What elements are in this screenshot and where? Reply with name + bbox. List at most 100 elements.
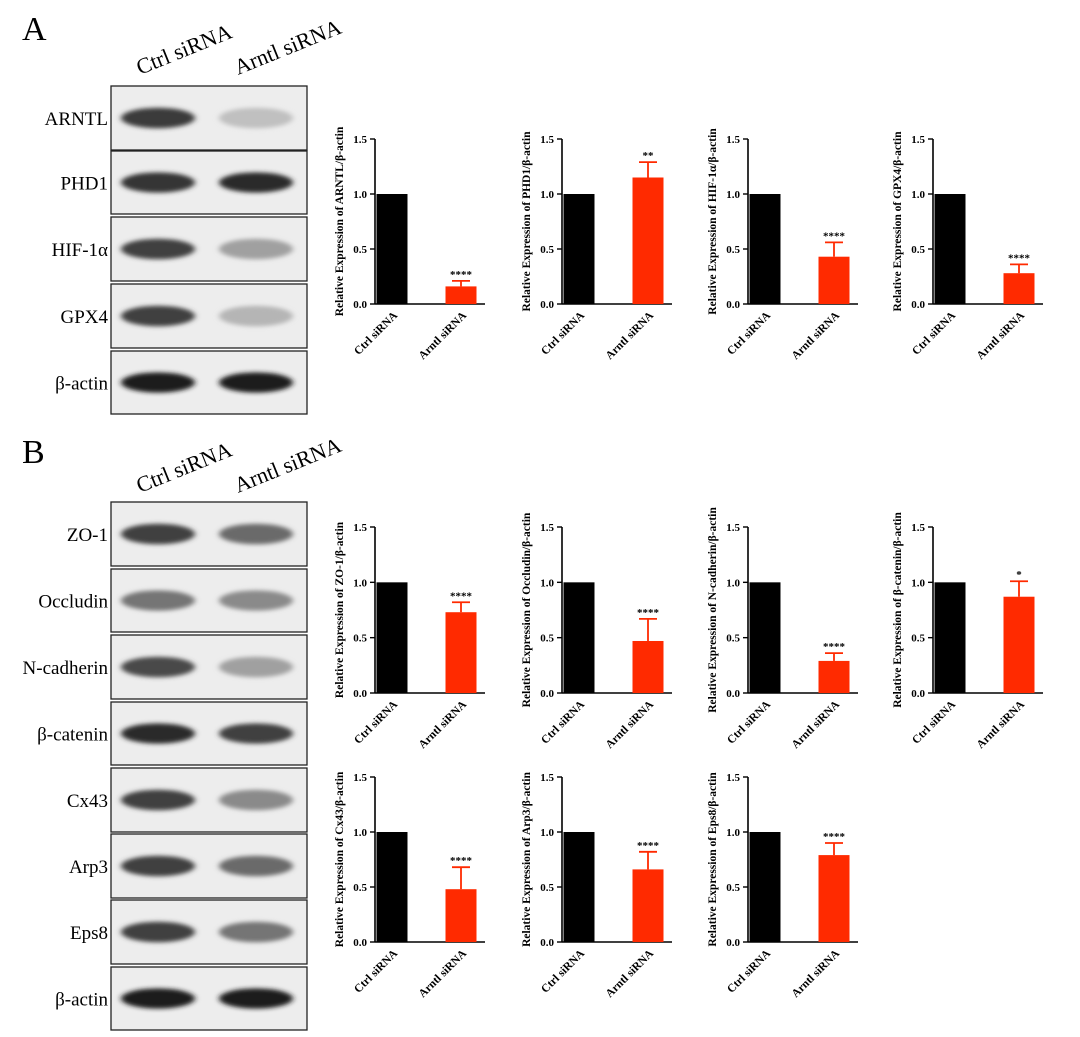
significance-label: ** xyxy=(643,150,655,162)
x-tick-label: Arntl siRNA xyxy=(790,947,843,1000)
blot-row-cx43: Cx43 xyxy=(67,767,308,833)
x-tick-label: Arntl siRNA xyxy=(604,309,657,362)
protein-label: Cx43 xyxy=(67,791,108,812)
blot-row-arntl: ARNTL xyxy=(45,85,308,151)
y-tick-label: 0.5 xyxy=(726,633,740,645)
y-tick-label: 1.0 xyxy=(540,189,554,201)
x-tick-label: Arntl siRNA xyxy=(604,947,657,1000)
lane-label: Arntl siRNA xyxy=(231,432,345,498)
protein-label: ZO-1 xyxy=(67,525,108,546)
band-lane-2 xyxy=(219,723,293,744)
band-lane-1 xyxy=(121,590,195,611)
significance-label: **** xyxy=(823,831,846,843)
panel-label: B xyxy=(22,434,45,471)
y-axis-label: Relative Expression of Cx43/β-actin xyxy=(334,771,346,947)
protein-label: ARNTL xyxy=(45,109,108,130)
panel-label: A xyxy=(22,11,47,48)
band-lane-1 xyxy=(121,789,195,811)
y-tick-label: 1.0 xyxy=(353,189,367,201)
bar-arntl-sirna xyxy=(632,640,664,693)
bar-arntl-sirna xyxy=(818,660,850,693)
y-axis-label: Relative Expression of HIF-1α/β-actin xyxy=(707,128,719,315)
protein-label: β-actin xyxy=(55,990,108,1011)
x-tick-label: Ctrl siRNA xyxy=(539,698,587,746)
bar-arntl-sirna xyxy=(445,612,477,693)
y-axis-label: Relative Expression of ZO-1/β-actin xyxy=(334,521,346,698)
lane-label: Ctrl siRNA xyxy=(133,437,236,498)
bar-arntl-sirna xyxy=(632,869,664,942)
bar-arntl-sirna xyxy=(818,855,850,942)
y-tick-label: 1.0 xyxy=(540,827,554,839)
blot-row-gpx4: GPX4 xyxy=(60,283,308,349)
significance-label: **** xyxy=(637,607,660,619)
x-tick-label: Arntl siRNA xyxy=(790,309,843,362)
significance-label: **** xyxy=(823,641,846,653)
band-lane-2 xyxy=(219,372,293,393)
x-tick-label: Ctrl siRNA xyxy=(910,309,958,357)
y-tick-label: 0.5 xyxy=(540,882,554,894)
y-tick-label: 1.5 xyxy=(726,134,740,146)
y-tick-label: 0.0 xyxy=(540,299,554,311)
band-lane-2 xyxy=(219,305,293,327)
y-tick-label: 0.0 xyxy=(726,937,740,949)
bar-chart-1: 0.0 0.5 1.0 1.5 Relative Expression of ARNTL… xyxy=(334,126,485,362)
bar-chart-7: 0.0 0.5 1.0 1.5 Relative Expression of N-cad… xyxy=(707,507,858,751)
protein-label: PHD1 xyxy=(60,174,108,195)
bar-ctrl-sirna xyxy=(934,194,966,304)
y-tick-label: 1.5 xyxy=(540,522,554,534)
y-tick-label: 0.5 xyxy=(911,244,925,256)
y-tick-label: 0.0 xyxy=(911,688,925,700)
band-lane-2 xyxy=(219,238,293,260)
band-lane-1 xyxy=(121,372,195,393)
y-tick-label: 1.5 xyxy=(353,522,367,534)
band-lane-1 xyxy=(121,172,195,193)
protein-label: β-catenin xyxy=(37,725,108,746)
bar-ctrl-sirna xyxy=(563,194,595,304)
bar-ctrl-sirna xyxy=(376,832,408,942)
x-tick-label: Ctrl siRNA xyxy=(352,309,400,357)
y-tick-label: 0.5 xyxy=(540,633,554,645)
bar-chart-6: 0.0 0.5 1.0 1.5 Relative Expression of Occlu… xyxy=(521,512,672,751)
y-tick-label: 1.0 xyxy=(911,577,925,589)
band-lane-1 xyxy=(121,723,195,744)
significance-label: **** xyxy=(450,855,473,867)
bar-ctrl-sirna xyxy=(376,582,408,693)
y-tick-label: 1.0 xyxy=(726,577,740,589)
y-tick-label: 1.0 xyxy=(353,827,367,839)
y-axis-label: Relative Expression of PHD1/β-actin xyxy=(521,131,533,312)
band-lane-2 xyxy=(219,590,293,611)
y-tick-label: 1.0 xyxy=(726,189,740,201)
y-axis-label: Relative Expression of Arp3/β-actin xyxy=(521,771,533,946)
band-lane-1 xyxy=(121,855,195,877)
band-lane-1 xyxy=(121,238,195,260)
bar-ctrl-sirna xyxy=(563,832,595,942)
x-tick-label: Ctrl siRNA xyxy=(539,947,587,995)
y-tick-label: 1.5 xyxy=(911,522,925,534)
bar-ctrl-sirna xyxy=(376,194,408,304)
y-tick-label: 0.0 xyxy=(353,937,367,949)
bar-arntl-sirna xyxy=(632,177,664,304)
blot-row-catenin: β-catenin xyxy=(37,701,308,766)
band-lane-2 xyxy=(219,789,293,811)
x-tick-label: Ctrl siRNA xyxy=(725,309,773,357)
y-tick-label: 0.0 xyxy=(353,299,367,311)
y-tick-label: 1.5 xyxy=(726,772,740,784)
y-tick-label: 1.5 xyxy=(540,772,554,784)
y-tick-label: 0.0 xyxy=(540,937,554,949)
blot-row-actin: β-actin xyxy=(55,350,308,415)
band-lane-2 xyxy=(219,921,293,943)
x-tick-label: Arntl siRNA xyxy=(975,309,1028,362)
significance-label: **** xyxy=(823,230,846,242)
protein-label: GPX4 xyxy=(60,307,108,328)
y-tick-label: 0.5 xyxy=(353,633,367,645)
band-lane-1 xyxy=(121,656,195,678)
bar-arntl-sirna xyxy=(1003,273,1035,304)
band-lane-1 xyxy=(121,107,195,129)
lane-label: Arntl siRNA xyxy=(231,14,345,80)
lane-label: Ctrl siRNA xyxy=(133,19,236,80)
band-lane-2 xyxy=(219,656,293,678)
x-tick-label: Ctrl siRNA xyxy=(910,698,958,746)
bar-ctrl-sirna xyxy=(749,582,781,693)
x-tick-label: Ctrl siRNA xyxy=(725,947,773,995)
bar-chart-10: 0.0 0.5 1.0 1.5 Relative Expression of Arp3/… xyxy=(521,771,672,1000)
